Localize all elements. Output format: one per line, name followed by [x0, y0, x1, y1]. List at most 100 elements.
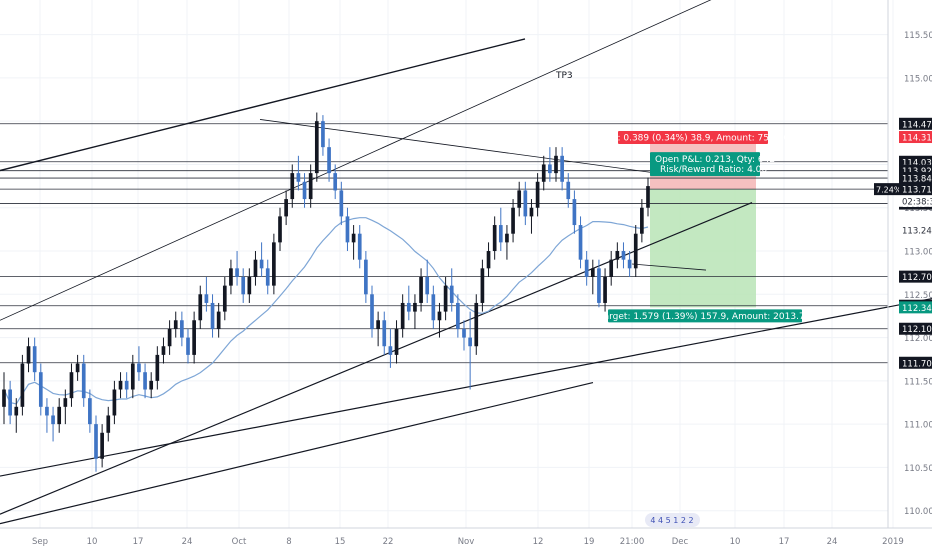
candle-body	[247, 276, 252, 295]
grid	[0, 0, 894, 528]
candle-body	[480, 268, 485, 303]
stop-price-badge-box	[899, 131, 932, 144]
candle-body	[633, 233, 638, 269]
countdown-badge-box	[899, 194, 932, 207]
pnl-box	[650, 152, 760, 177]
candle-body	[529, 207, 534, 217]
candle-body	[351, 233, 356, 243]
candle-body	[118, 380, 123, 390]
candle-body	[400, 302, 405, 329]
candle-body	[229, 268, 233, 286]
candle-body	[265, 268, 270, 286]
candle-body	[180, 320, 184, 338]
candle-body	[130, 363, 135, 390]
x-tick-label: 17	[133, 537, 144, 547]
candle-body	[38, 372, 43, 407]
trend-line	[259, 119, 651, 173]
candle-body	[590, 268, 595, 277]
candle-body	[308, 173, 313, 200]
candle-body	[535, 181, 540, 208]
candle-body	[462, 328, 466, 338]
candle-body	[548, 164, 552, 174]
candle-body	[554, 155, 558, 174]
candle-body	[314, 121, 319, 174]
trend-line	[0, 298, 932, 477]
x-tick-label: Sep	[32, 537, 48, 547]
target-price-badge-box	[899, 301, 932, 314]
events-marker-box	[645, 513, 700, 527]
x-tick-label: 24	[182, 537, 193, 547]
candle-body	[284, 199, 288, 217]
candle-body	[498, 225, 503, 243]
candle-body	[388, 346, 393, 355]
candle-body	[492, 225, 497, 252]
x-tick-label: 19	[584, 537, 595, 547]
candle-body	[376, 320, 380, 329]
candle-body	[14, 406, 19, 416]
x-tick-label: 21:00	[620, 537, 645, 547]
x-tick-label: Dec	[672, 537, 689, 547]
change-badge-text: 7.24%	[876, 186, 902, 195]
candle-body	[192, 320, 196, 355]
level-price-badge-text: 114.470	[902, 120, 932, 130]
target-price-badge-text: 112.349	[902, 304, 932, 314]
x-tick-label: 12	[533, 537, 544, 547]
candle-body	[431, 294, 436, 321]
y-tick-label: 110.000	[904, 507, 932, 517]
candle-body	[241, 276, 246, 295]
trend-line	[0, 381, 594, 525]
candle-body	[167, 328, 172, 347]
candle-body	[26, 346, 31, 364]
target-label-text: Target: 1.579 (1.39%) 157.9, Amount: 201…	[599, 312, 811, 322]
candle-body	[505, 233, 509, 243]
candle-body	[566, 181, 571, 200]
level-price-badge-box	[899, 322, 932, 335]
candle-body	[302, 181, 307, 200]
y-tick-label: 111.500	[904, 377, 932, 387]
candle-body	[449, 285, 454, 303]
candle-body	[161, 346, 166, 355]
current-price-badge-text: 113.715	[902, 186, 932, 196]
candle-body	[486, 251, 491, 269]
level-price-badge-text: 112.102	[902, 325, 932, 335]
candle-body	[615, 251, 620, 260]
candle-body	[186, 337, 190, 355]
candle-body	[339, 190, 344, 217]
candle-body	[143, 372, 147, 390]
candle-body	[272, 242, 276, 286]
trend-line	[0, 0, 712, 321]
candle-body	[155, 354, 160, 381]
candle-body	[278, 216, 282, 243]
price-axis[interactable]: 110.000 110.500 111.000 111.500 112.000 112.5…	[874, 0, 932, 528]
candle-body	[517, 190, 522, 208]
candle-body	[253, 259, 258, 277]
target-label-box	[608, 309, 802, 323]
candle-body	[560, 155, 564, 182]
y-tick-label: 115.500	[904, 31, 932, 41]
candle-body	[578, 225, 583, 260]
candle-body	[437, 311, 442, 321]
candle-body	[406, 302, 411, 312]
candle-body	[627, 259, 632, 269]
x-tick-label: Oct	[232, 537, 247, 547]
candle-body	[94, 424, 98, 459]
x-tick-label: 24	[827, 537, 838, 547]
candle-body	[57, 406, 62, 425]
ratio-text: Risk/Reward Ratio: 4.06	[660, 165, 767, 175]
candle-body	[523, 190, 528, 217]
candle-body	[456, 302, 460, 329]
time-axis[interactable]: Sep 10 17 24 Oct 8 15 22 Nov 12 19 21:00 Dec 10 17 24 20…	[0, 527, 932, 547]
candle-body	[333, 173, 338, 191]
x-tick-label: 10	[87, 537, 98, 547]
stop-price-badge-text: 114.317	[902, 134, 932, 144]
trend-line	[0, 38, 526, 172]
candle-body	[640, 207, 644, 234]
level-price-badge-box	[899, 356, 932, 369]
candle-body	[584, 259, 589, 277]
level-price-badge-box	[899, 270, 932, 283]
ma-line	[3, 217, 649, 405]
candle-body	[137, 363, 141, 373]
candle-body	[382, 320, 387, 347]
